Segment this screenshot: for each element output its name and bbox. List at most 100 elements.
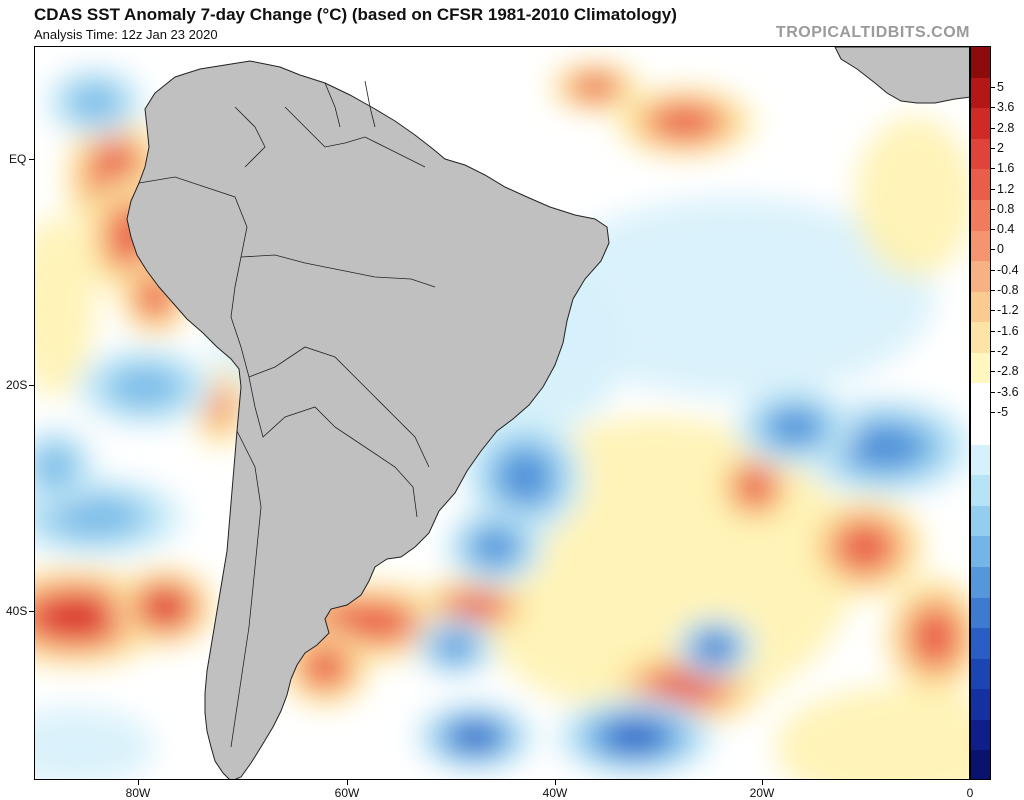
anomaly-background-patch (775, 687, 969, 779)
colorbar-label: -0.4 (997, 262, 1019, 277)
colorbar-label: 1.6 (997, 161, 1015, 176)
colorbar-label: 2 (997, 140, 1004, 155)
sst-anomaly-map (34, 46, 970, 780)
colorbar-tick (991, 147, 995, 149)
gulf-of-guinea-warm-contour (577, 77, 613, 97)
colorbar-tick (991, 391, 995, 393)
anomaly-fields (35, 62, 969, 779)
lon-label-40w: 40W (542, 786, 568, 800)
lat-label-eq: EQ (9, 152, 27, 166)
central-south-atlantic-warm-contour (739, 471, 771, 503)
colorbar-tick (991, 310, 995, 312)
colorbar-label: 0.8 (997, 201, 1015, 216)
colorbar-tick (991, 229, 995, 231)
brazil-coast-cool-contour (439, 635, 471, 659)
east-south-atlantic-cool-contour (771, 411, 819, 443)
colorbar-segment (971, 658, 990, 690)
lon-label-60w: 60W (334, 786, 360, 800)
colorbar-label: 0 (997, 242, 1004, 257)
colorbar-segment (971, 750, 990, 779)
lat-tick (29, 611, 34, 612)
anomaly-background-patch (535, 197, 935, 397)
colorbar-label: -2.8 (997, 364, 1019, 379)
southeast-pacific-warm-contour (148, 593, 182, 621)
colorbar-label: 2.8 (997, 120, 1015, 135)
southern-ocean-cool-contour (608, 723, 662, 751)
colorbar-tick (991, 208, 995, 210)
ecuador-offshore-cool-contour (70, 84, 120, 120)
brand-watermark: TROPICALTIDBITS.COM (775, 24, 970, 41)
pacific-subtropical-cool-contour (35, 447, 75, 487)
central-south-atlantic-warm-contour (841, 527, 889, 567)
colorbar-segment (971, 689, 990, 721)
colorbar-segment (971, 352, 990, 384)
south-america-landmass (126, 60, 610, 779)
colorbar-segment (971, 566, 990, 598)
colorbar-tick (991, 127, 995, 129)
lon-tick (138, 780, 139, 785)
colorbar-segment (971, 383, 990, 415)
country-borders (138, 80, 436, 748)
anomaly-background-patch (35, 707, 155, 779)
anomaly-background-patch (855, 117, 969, 277)
colorbar-segment (971, 719, 990, 751)
colorbar-label: -1.6 (997, 323, 1019, 338)
colorbar-label: 3.6 (997, 100, 1015, 115)
analysis-time: Analysis Time: 12z Jan 23 2020 (34, 27, 218, 42)
southern-ocean-cool-contour (455, 725, 495, 749)
pacific-subtropical-cool-contour (50, 497, 140, 537)
lon-label-80w: 80W (125, 786, 151, 800)
colorbar-segment (971, 108, 990, 140)
chile-coast-warm-contour (206, 387, 234, 427)
colorbar-label: -1.2 (997, 303, 1019, 318)
colorbar-segment (971, 47, 990, 79)
colorbar-tick (991, 269, 995, 271)
colorbar-label: -0.8 (997, 283, 1019, 297)
southeast-pacific-warm-contour (43, 600, 107, 634)
colorbar-tick (991, 249, 995, 251)
central-south-atlantic-warm-contour (653, 671, 717, 703)
colorbar-segment (971, 230, 990, 262)
lon-tick (762, 780, 763, 785)
colorbar-segment (971, 291, 990, 323)
lat-label-40s: 40S (6, 604, 28, 618)
colorbar-segment (971, 505, 990, 537)
lat-tick (29, 159, 34, 160)
colorbar-segment (971, 138, 990, 170)
colorbar-tick (991, 350, 995, 352)
colorbar-tick (991, 290, 995, 291)
colorbar-segment (971, 199, 990, 231)
colorbar-label: -2 (997, 343, 1009, 358)
east-south-atlantic-cool-contour (849, 427, 921, 467)
anomaly-background-patch (35, 217, 95, 397)
lon-label-0: 0 (966, 786, 974, 800)
colorbar-segment (971, 261, 990, 293)
colorbar-segment (971, 322, 990, 354)
colorbar-tick (991, 411, 995, 413)
colorbar-segment (971, 414, 990, 446)
colorbar-tick (991, 87, 995, 88)
colorbar-label: 1.2 (997, 181, 1015, 196)
central-south-atlantic-warm-contour (915, 613, 955, 661)
colorbar-segment (971, 628, 990, 660)
colorbar-segment (971, 536, 990, 568)
argentine-basin-warm-contour (321, 606, 409, 638)
lon-tick (555, 780, 556, 785)
colorbar-label: -5 (997, 404, 1009, 419)
gulf-of-guinea-warm-contour (657, 108, 713, 136)
lat-tick (29, 385, 34, 386)
lat-label-20s: 20S (6, 378, 28, 392)
colorbar-tick (991, 330, 995, 332)
colorbar-tick (991, 168, 995, 170)
colorbar-label: -3.6 (997, 384, 1019, 399)
ecuador-offshore-cool-contour (110, 367, 180, 407)
southern-ocean-cool-contour (701, 637, 729, 657)
colorbar-label: 0.4 (997, 222, 1015, 237)
colorbar-segment (971, 169, 990, 201)
colorbar-label: 5 (997, 80, 1004, 94)
africa-landmass (834, 47, 969, 104)
colorbar-segment (971, 77, 990, 109)
argentine-basin-warm-contour (307, 651, 343, 683)
colorbar-segment (971, 597, 990, 629)
colorbar-segment (971, 444, 990, 476)
